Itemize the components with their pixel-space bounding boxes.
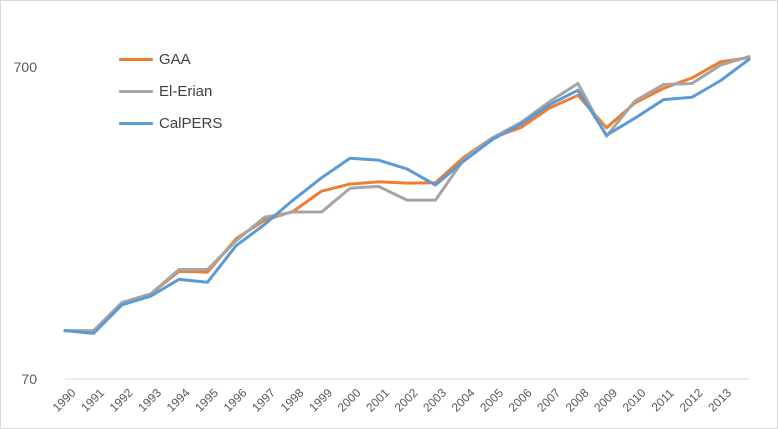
x-tick-label: 1998: [278, 386, 307, 415]
x-tick-label: 1992: [107, 386, 136, 415]
legend-item-el-erian: El-Erian: [119, 75, 222, 107]
legend-label-gaa: GAA: [159, 50, 191, 68]
legend: GAA El-Erian CalPERS: [119, 43, 222, 139]
x-tick-label: 2005: [477, 386, 506, 415]
legend-item-gaa: GAA: [119, 43, 222, 75]
x-tick-label: 2003: [420, 386, 449, 415]
x-tick-label: 2010: [620, 386, 649, 415]
x-tick-label: 2008: [563, 386, 592, 415]
x-tick-label: 2013: [705, 386, 734, 415]
legend-item-calpers: CalPERS: [119, 107, 222, 139]
legend-swatch-gaa: [119, 57, 153, 61]
legend-label-el-erian: El-Erian: [159, 82, 213, 100]
legend-swatch-calpers: [119, 121, 153, 125]
legend-label-calpers: CalPERS: [159, 114, 223, 132]
series-line-el-erian: [63, 55, 751, 333]
x-tick-label: 1994: [164, 386, 193, 415]
x-tick-label: 2001: [363, 386, 392, 415]
x-tick-label: 2004: [449, 386, 478, 415]
x-tick-label: 1991: [78, 386, 107, 415]
x-tick-label: 2006: [506, 386, 535, 415]
x-tick-label: 1990: [50, 386, 79, 415]
x-tick-label: 2000: [335, 386, 364, 415]
series-line-calpers: [63, 57, 751, 335]
x-tick-label: 1999: [306, 386, 335, 415]
series-layer: [63, 55, 751, 335]
x-tick-label: 2011: [649, 386, 677, 414]
x-tick-label: 2012: [677, 386, 706, 415]
legend-swatch-el-erian: [119, 89, 153, 93]
x-tick-label: 1996: [221, 386, 250, 415]
x-tick-label: 1997: [249, 386, 278, 415]
x-tick-label: 2009: [591, 386, 620, 415]
x-tick-label: 1993: [135, 386, 164, 415]
x-tick-label: 2007: [534, 386, 563, 415]
y-tick-label: 70: [21, 371, 37, 387]
y-tick-label: 700: [14, 59, 38, 75]
x-tick-label: 1995: [192, 386, 221, 415]
x-tick-label: 2002: [392, 386, 421, 415]
